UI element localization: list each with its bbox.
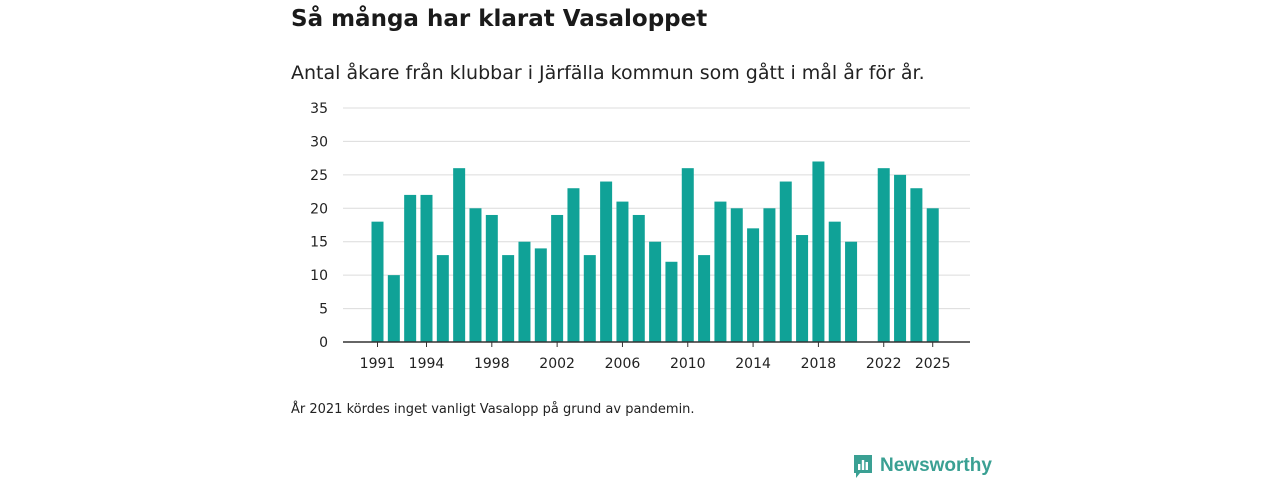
bar-2010 bbox=[681, 168, 694, 342]
bar-1991 bbox=[371, 221, 384, 342]
bar-2011 bbox=[698, 255, 711, 342]
y-tick-label: 35 bbox=[310, 101, 328, 117]
bar-2001 bbox=[534, 248, 547, 342]
brand-logo: Newsworthy bbox=[852, 452, 992, 480]
x-tick-label: 2014 bbox=[735, 356, 771, 372]
x-tick-label: 1998 bbox=[474, 356, 510, 372]
x-tick-label: 2010 bbox=[670, 356, 706, 372]
y-tick-label: 0 bbox=[319, 335, 328, 351]
bar-2025 bbox=[926, 208, 939, 342]
bar-2005 bbox=[600, 181, 613, 342]
bar-1999 bbox=[502, 255, 515, 342]
bar-2007 bbox=[632, 214, 645, 342]
bar-1996 bbox=[453, 168, 466, 342]
bar-1994 bbox=[420, 194, 433, 342]
bar-2013 bbox=[730, 208, 743, 342]
bar-2024 bbox=[910, 188, 923, 342]
footnote: År 2021 kördes inget vanligt Vasalopp på… bbox=[291, 402, 695, 417]
bar-2016 bbox=[779, 181, 792, 342]
bar-2015 bbox=[763, 208, 776, 342]
bar-2019 bbox=[828, 221, 841, 342]
bar-2002 bbox=[551, 214, 564, 342]
bar-2018 bbox=[812, 161, 825, 342]
bar-1998 bbox=[485, 214, 498, 342]
x-tick-label: 2002 bbox=[539, 356, 575, 372]
x-tick-label: 1994 bbox=[409, 356, 445, 372]
bar-2009 bbox=[665, 261, 678, 342]
bars bbox=[371, 161, 939, 342]
bar-2017 bbox=[796, 235, 809, 342]
bar-1995 bbox=[436, 255, 449, 342]
bar-2006 bbox=[616, 201, 629, 342]
chart-subtitle: Antal åkare från klubbar i Järfälla komm… bbox=[291, 62, 925, 84]
bar-2012 bbox=[714, 201, 727, 342]
bar-2008 bbox=[649, 241, 662, 342]
x-axis-labels: 1991 1994 1998 2002 2006 2010 2014 2018 2022 2025 bbox=[360, 342, 951, 372]
bar-2020 bbox=[845, 241, 858, 342]
x-tick-label: 1991 bbox=[360, 356, 396, 372]
bar-1992 bbox=[387, 275, 400, 342]
bar-2003 bbox=[567, 188, 580, 342]
bar-2004 bbox=[583, 255, 596, 342]
bar-2022 bbox=[877, 168, 890, 342]
bar-1993 bbox=[404, 194, 417, 342]
bar-1997 bbox=[469, 208, 482, 342]
chart-title: Så många har klarat Vasaloppet bbox=[291, 6, 708, 32]
y-tick-label: 15 bbox=[310, 235, 328, 251]
x-tick-label: 2022 bbox=[866, 356, 902, 372]
bar-2014 bbox=[747, 228, 760, 342]
y-tick-label: 10 bbox=[310, 268, 328, 284]
x-tick-label: 2025 bbox=[915, 356, 951, 372]
x-tick-label: 2006 bbox=[605, 356, 641, 372]
bar-2023 bbox=[894, 174, 907, 342]
y-tick-label: 5 bbox=[319, 302, 328, 318]
bar-2000 bbox=[518, 241, 531, 342]
newsworthy-logo-icon bbox=[854, 455, 872, 478]
brand-name: Newsworthy bbox=[880, 455, 992, 476]
y-axis-labels: 0 5 10 15 20 25 30 35 bbox=[310, 101, 328, 351]
y-tick-label: 20 bbox=[310, 201, 328, 217]
x-tick-label: 2018 bbox=[801, 356, 837, 372]
y-tick-label: 25 bbox=[310, 168, 328, 184]
y-tick-label: 30 bbox=[310, 134, 328, 150]
